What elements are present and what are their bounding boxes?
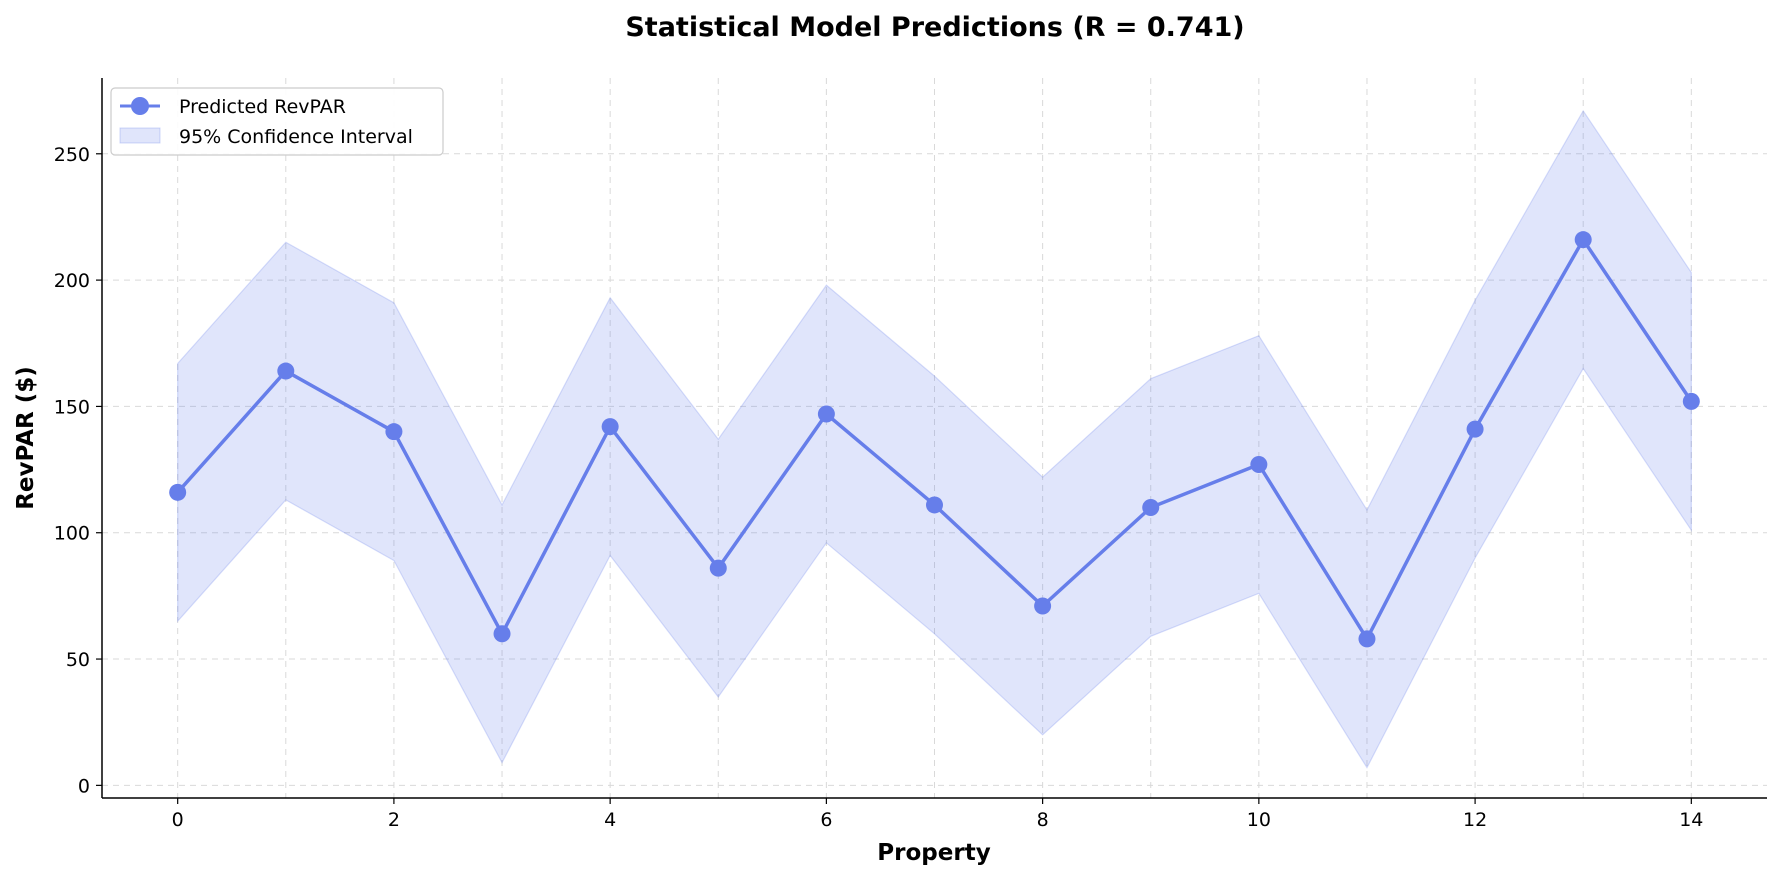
y-ticks: 0 50 100 150 200 250 [54, 144, 102, 797]
y-tick-label: 0 [78, 775, 90, 797]
x-ticks: 0 2 4 6 8 10 12 14 [172, 798, 1703, 831]
y-tick-label: 200 [54, 270, 90, 292]
y-tick-label: 100 [54, 523, 90, 545]
data-point [1682, 392, 1700, 410]
confidence-band [177, 109, 1692, 769]
data-point [1250, 456, 1268, 474]
y-tick-label: 150 [54, 396, 90, 418]
data-point [1034, 597, 1052, 615]
data-point [1574, 231, 1592, 249]
data-point [385, 423, 403, 441]
data-point [277, 362, 295, 380]
x-tick-label: 6 [820, 809, 832, 831]
legend-label-predicted: Predicted RevPAR [179, 96, 346, 118]
data-point [1358, 630, 1376, 648]
x-axis-label: Property [877, 840, 990, 866]
data-point [709, 559, 727, 577]
y-axis-label: RevPAR ($) [13, 366, 39, 510]
data-point [493, 625, 511, 643]
axes [101, 78, 1767, 799]
legend-marker-swatch [131, 97, 149, 115]
x-tick-label: 4 [604, 809, 616, 831]
data-point [926, 496, 943, 514]
x-tick-label: 0 [172, 809, 184, 831]
x-tick-label: 12 [1463, 809, 1487, 831]
y-tick-label: 50 [66, 649, 90, 671]
legend-band-swatch [119, 127, 161, 144]
data-point [601, 418, 619, 436]
confidence-band-layer [177, 109, 1692, 769]
data-point [169, 483, 187, 501]
legend-label-confidence: 95% Confidence Interval [179, 126, 413, 148]
y-tick-label: 250 [54, 144, 90, 166]
x-tick-label: 8 [1037, 809, 1049, 831]
legend: Predicted RevPAR 95% Confidence Interval [110, 87, 444, 156]
data-point [817, 405, 835, 423]
data-point [1142, 498, 1160, 516]
x-tick-label: 2 [388, 809, 400, 831]
legend-frame [110, 87, 444, 156]
x-tick-label: 14 [1679, 809, 1703, 831]
x-tick-label: 10 [1247, 809, 1271, 831]
data-point [1466, 420, 1484, 438]
data-points [169, 231, 1700, 648]
chart-title: Statistical Model Predictions (R = 0.741… [625, 12, 1244, 43]
